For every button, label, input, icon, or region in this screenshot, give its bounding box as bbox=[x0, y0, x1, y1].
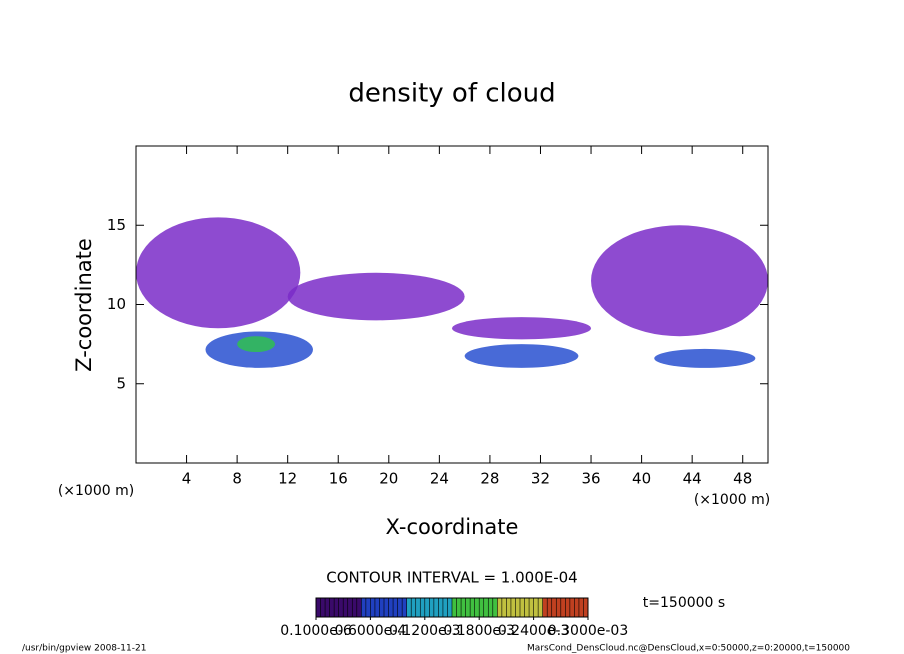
x-tick-label: 20 bbox=[379, 470, 398, 488]
x-tick-label: 12 bbox=[278, 470, 297, 488]
x-tick-label: 40 bbox=[632, 470, 651, 488]
time-label: t=150000 s bbox=[643, 595, 725, 611]
colorbar-tick-label: 0.6000e-4 bbox=[335, 623, 407, 639]
x-tick-label: 4 bbox=[182, 470, 192, 488]
colorbar-frame bbox=[315, 597, 589, 618]
x-tick-label: 16 bbox=[329, 470, 348, 488]
x-tick-label: 48 bbox=[733, 470, 752, 488]
contour-interval: CONTOUR INTERVAL = 1.000E-04 bbox=[326, 569, 577, 587]
x-axis-label: X-coordinate bbox=[386, 515, 519, 539]
colorbar-tick-label: 0.3000e-03 bbox=[548, 623, 628, 639]
x-tick-label: 28 bbox=[480, 470, 499, 488]
footer-right: MarsCond_DensCloud.nc@DensCloud,x=0:5000… bbox=[527, 644, 850, 654]
cloud-patch bbox=[654, 348, 756, 368]
y-tick-label: 5 bbox=[116, 374, 126, 392]
cloud-patch bbox=[287, 272, 465, 321]
x-tick-label: 8 bbox=[232, 470, 242, 488]
x-tick-label: 32 bbox=[531, 470, 550, 488]
x-tick-label: 44 bbox=[683, 470, 702, 488]
y-axis-label: Z-coordinate bbox=[72, 238, 96, 372]
cloud-patch bbox=[237, 336, 276, 353]
colorbar-tick-label: 0.1800e-3 bbox=[443, 623, 515, 639]
y-unit: (×1000 m) bbox=[58, 483, 134, 499]
chart-title: density of cloud bbox=[348, 79, 555, 109]
cloud-patch bbox=[452, 317, 592, 340]
cloud-patch bbox=[136, 217, 301, 329]
x-unit: (×1000 m) bbox=[694, 492, 770, 508]
x-tick-label: 24 bbox=[430, 470, 449, 488]
colorbar-tick-label: 0.2400e-3 bbox=[498, 623, 570, 639]
colorbar-tick-label: 0.1000e-6 bbox=[280, 623, 352, 639]
x-tick-label: 36 bbox=[581, 470, 600, 488]
colorbar-tick-label: 0.1200e-3 bbox=[389, 623, 461, 639]
footer-left: /usr/bin/gpview 2008-11-21 bbox=[22, 644, 146, 654]
y-tick-label: 15 bbox=[107, 216, 126, 234]
cloud-patch bbox=[464, 344, 579, 368]
y-tick-label: 10 bbox=[107, 295, 126, 313]
cloud-patch bbox=[591, 225, 769, 337]
